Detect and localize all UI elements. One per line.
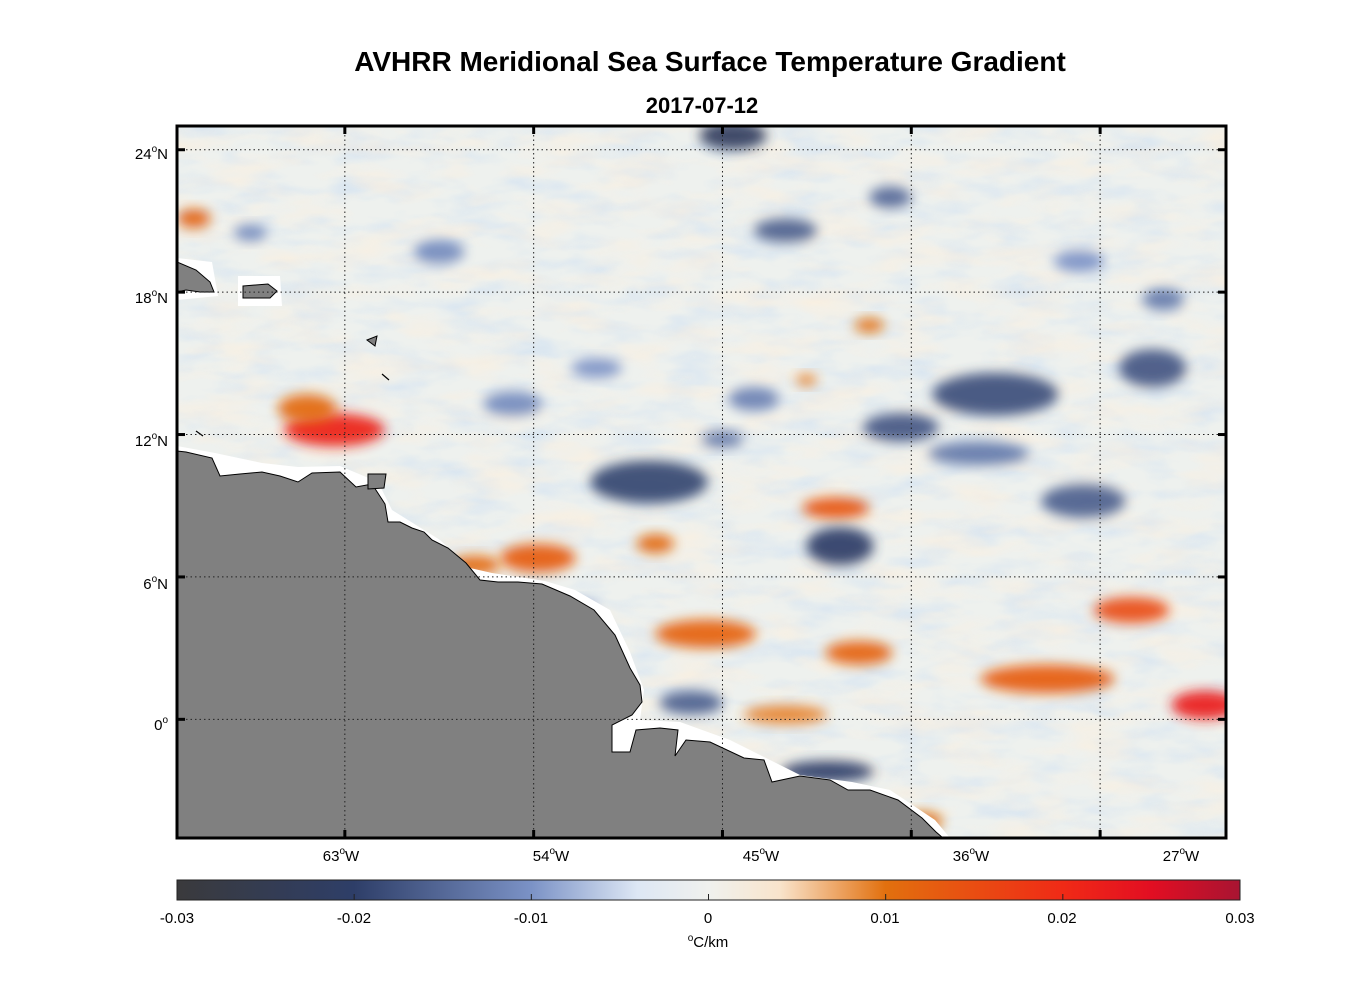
leeward-island: [381, 373, 390, 381]
grenada-island: [195, 430, 204, 437]
warm-gradient-patch-10: [1171, 690, 1226, 720]
colorbar-tick-labels: -0.03 -0.02 -0.01 0 0.01 0.02 0.03: [160, 910, 1255, 927]
colorbar-label-neg002: -0.02: [337, 910, 371, 927]
lat-label-0: 0o: [154, 715, 168, 734]
chart-title: AVHRR Meridional Sea Surface Temperature…: [354, 46, 1066, 77]
puerto-rico: [242, 283, 278, 299]
cool-gradient-patch-16: [590, 460, 708, 504]
south-america-landmass: [177, 450, 944, 838]
trinidad-tobago: [367, 473, 387, 490]
lon-label-63w: 63oW: [323, 846, 360, 865]
cool-gradient-patch-29: [728, 387, 780, 411]
map-area: [177, 126, 1226, 838]
cool-gradient-patch-23: [1041, 484, 1126, 518]
cool-gradient-patch-20: [932, 372, 1059, 416]
warm-gradient-patch-5: [655, 619, 757, 649]
cool-gradient-patch-26: [659, 690, 723, 715]
lon-label-45w: 45oW: [743, 846, 780, 865]
warm-gradient-patch-4: [636, 534, 675, 554]
lon-label-36w: 36oW: [953, 846, 990, 865]
lat-label-6n: 6oN: [143, 574, 168, 593]
map-frame: [175, 124, 1228, 840]
warm-gradient-patch-1: [277, 394, 337, 423]
lon-label-27w: 27oW: [1163, 846, 1200, 865]
cool-gradient-patch-21: [1119, 349, 1187, 388]
colorbar-label-003: 0.03: [1225, 910, 1254, 927]
warm-gradient-patch-13: [743, 705, 828, 725]
warm-gradient-patch-8: [1093, 597, 1170, 624]
chart-subtitle: 2017-07-12: [645, 93, 759, 118]
cool-gradient-patch-31: [571, 358, 622, 378]
lon-label-54w: 54oW: [533, 846, 570, 865]
colorbar-unit-label: oC/km: [688, 933, 729, 951]
warm-gradient-patch-12: [795, 374, 817, 386]
colorbar-label-neg001: -0.01: [514, 910, 548, 927]
lon-axis-labels: 63oW 54oW 45oW 36oW 27oW: [323, 846, 1200, 865]
cool-gradient-patch-27: [869, 186, 912, 208]
warm-gradient-patch-9: [980, 664, 1115, 694]
cool-gradient-patch-33: [233, 224, 268, 242]
colorbar: -0.03 -0.02 -0.01 0 0.01 0.02 0.03 oC/km: [160, 879, 1255, 951]
colorbar-label-001: 0.01: [870, 910, 899, 927]
colorbar-label-neg003: -0.03: [160, 910, 194, 927]
warm-gradient-patch-6: [825, 641, 893, 665]
cool-gradient-patch-30: [483, 391, 543, 416]
cool-gradient-patch-17: [806, 527, 874, 566]
barbuda-island: [365, 335, 378, 347]
cool-gradient-patch-24: [928, 441, 1029, 466]
colorbar-label-zero: 0: [704, 910, 712, 927]
cool-gradient-patch-19: [753, 218, 817, 243]
colorbar-label-002: 0.02: [1047, 910, 1076, 927]
warm-gradient-patch-15: [177, 209, 211, 229]
colorbar-ticks: [176, 894, 1241, 900]
cool-gradient-patch-28: [1142, 288, 1185, 310]
lat-label-18n: 18oN: [135, 288, 168, 307]
land-layer: [177, 258, 950, 838]
warm-gradient-patch-11: [854, 318, 885, 333]
axis-ticks: [177, 126, 1226, 838]
lat-label-24n: 24oN: [135, 144, 168, 163]
warm-gradient-patch-7: [802, 497, 870, 519]
graticule: [177, 126, 1226, 838]
cool-gradient-patch-22: [863, 413, 939, 442]
cool-gradient-patch-32: [414, 239, 465, 264]
lat-axis-labels: 24oN 18oN 12oN 6oN 0o: [135, 144, 169, 734]
cool-gradient-patch-34: [1053, 250, 1105, 272]
cool-gradient-patch-18: [699, 126, 767, 150]
warm-gradient-patch-2: [500, 543, 576, 573]
cool-gradient-patch-35: [701, 430, 744, 448]
lat-label-12n: 12oN: [135, 431, 168, 450]
